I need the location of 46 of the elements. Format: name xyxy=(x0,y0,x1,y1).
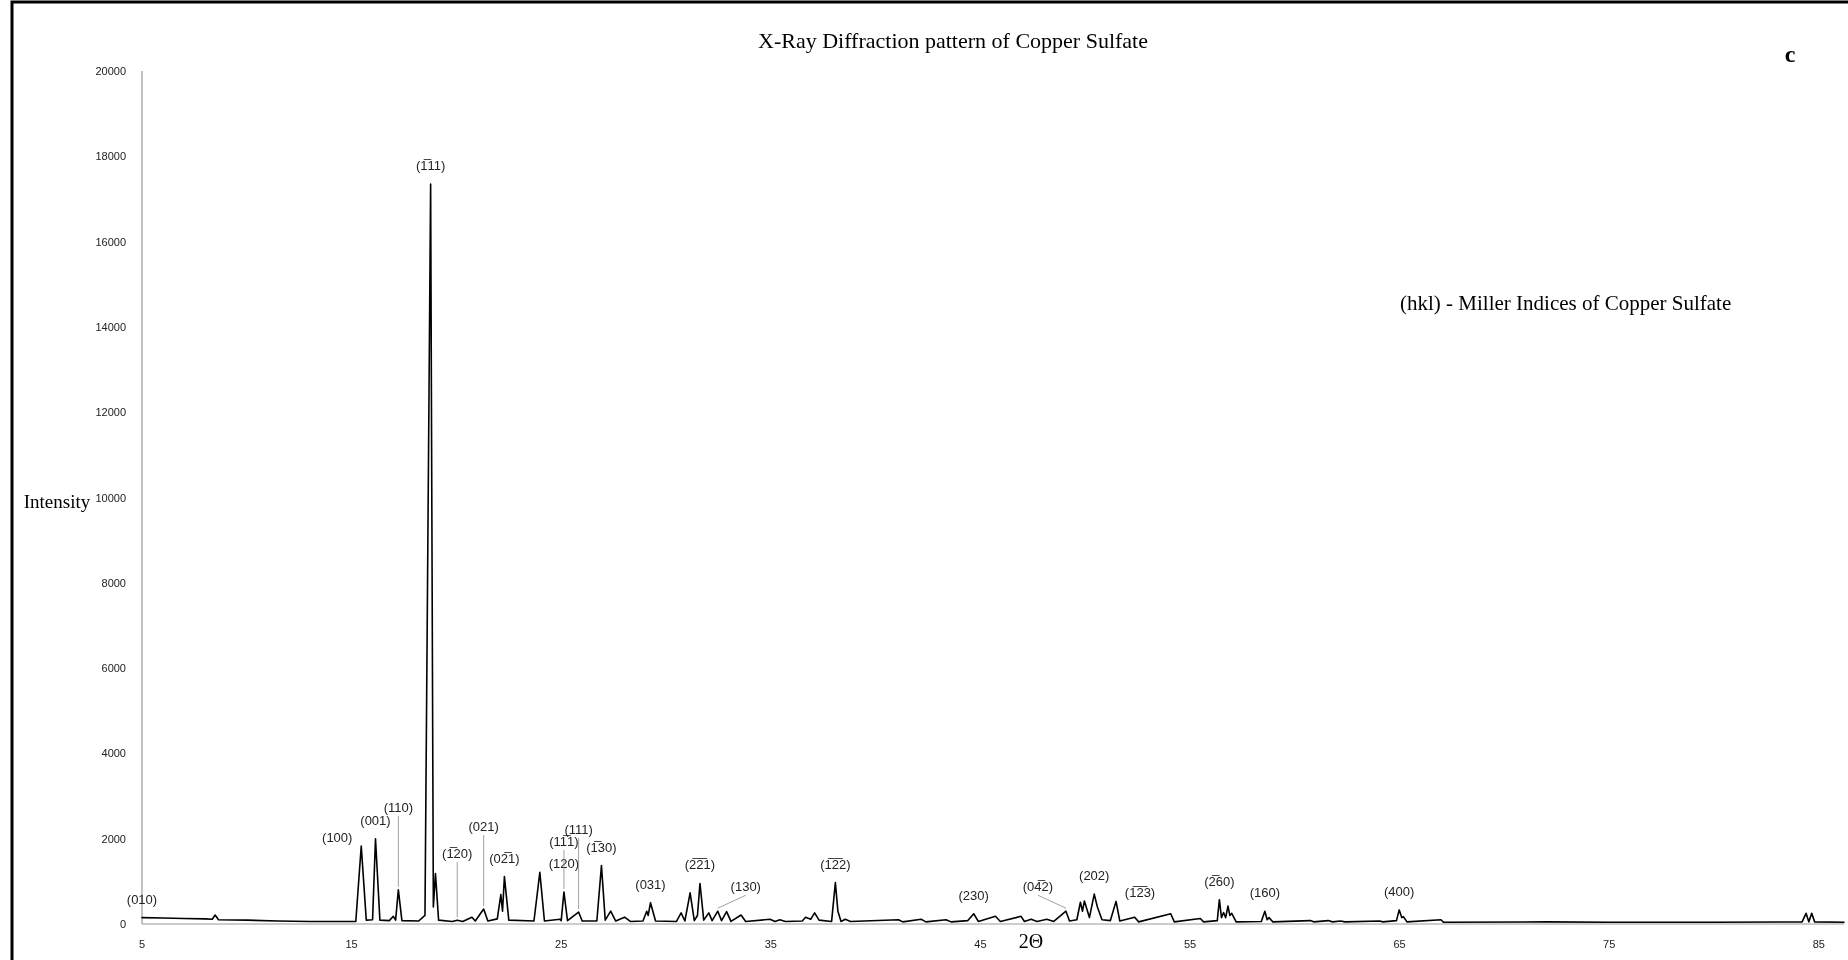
annotation: (2̅60) xyxy=(1204,873,1235,889)
annotation: (400) xyxy=(1384,883,1415,899)
x-tick-label: 5 xyxy=(138,938,146,950)
y-tick-label: 4000 xyxy=(101,747,126,760)
y-tick-label: 16000 xyxy=(95,235,126,248)
y-tick-label: 20000 xyxy=(95,65,126,77)
y-tick-label: 12000 xyxy=(95,406,126,419)
annotation: (010) xyxy=(126,891,158,907)
y-tick-label: 6000 xyxy=(101,662,126,675)
annotation: (2̅2̅1) xyxy=(684,857,716,873)
annotation: (1̅2̅2) xyxy=(820,856,851,872)
annotation: (1̅11) xyxy=(415,158,446,174)
annotation: (120) xyxy=(548,856,580,872)
annotation: (021) xyxy=(468,819,499,835)
annotation: (110) xyxy=(383,799,414,815)
x-tick-label: 65 xyxy=(1393,938,1406,950)
y-tick-label: 2000 xyxy=(101,832,126,845)
annotation: (02̅1) xyxy=(489,850,520,866)
x-tick-label: 85 xyxy=(1812,938,1825,950)
x-tick-label: 35 xyxy=(764,938,777,950)
chart-title: X-Ray Diffraction pattern of Copper Sulfate xyxy=(758,28,1148,53)
annotation: (1̅20) xyxy=(442,846,473,862)
x-tick-label: 15 xyxy=(345,938,358,950)
x-tick-label: 45 xyxy=(974,938,987,950)
annotation: (031) xyxy=(635,876,666,892)
y-tick-label: 10000 xyxy=(95,491,126,504)
x-tick-label: 75 xyxy=(1603,938,1616,950)
annotation: (100) xyxy=(322,829,353,845)
y-axis-title: Intensity xyxy=(23,491,91,512)
annotation: (160) xyxy=(1249,885,1281,901)
x-tick-label: 55 xyxy=(1183,938,1197,950)
annotation: (130) xyxy=(730,879,761,895)
annotation: (230) xyxy=(958,887,989,903)
y-tick-label: 14000 xyxy=(95,320,126,333)
x-axis-title: 2Θ xyxy=(1018,930,1044,952)
annotation: (202) xyxy=(1079,868,1110,884)
x-tick-label: 25 xyxy=(555,938,568,950)
annotation: (04̅2) xyxy=(1022,879,1054,895)
y-tick-label: 8000 xyxy=(101,576,126,589)
text: c xyxy=(1784,41,1796,67)
y-tick-label: 0 xyxy=(119,918,126,930)
annotation: (hkl) - Miller Indices of Copper Sulfate xyxy=(1400,291,1732,315)
annotation: (1̅30) xyxy=(586,839,617,855)
annotation: (1̅2̅3) xyxy=(1124,885,1156,901)
annotation: (11̅1) xyxy=(549,834,579,850)
y-tick-label: 18000 xyxy=(95,150,126,163)
